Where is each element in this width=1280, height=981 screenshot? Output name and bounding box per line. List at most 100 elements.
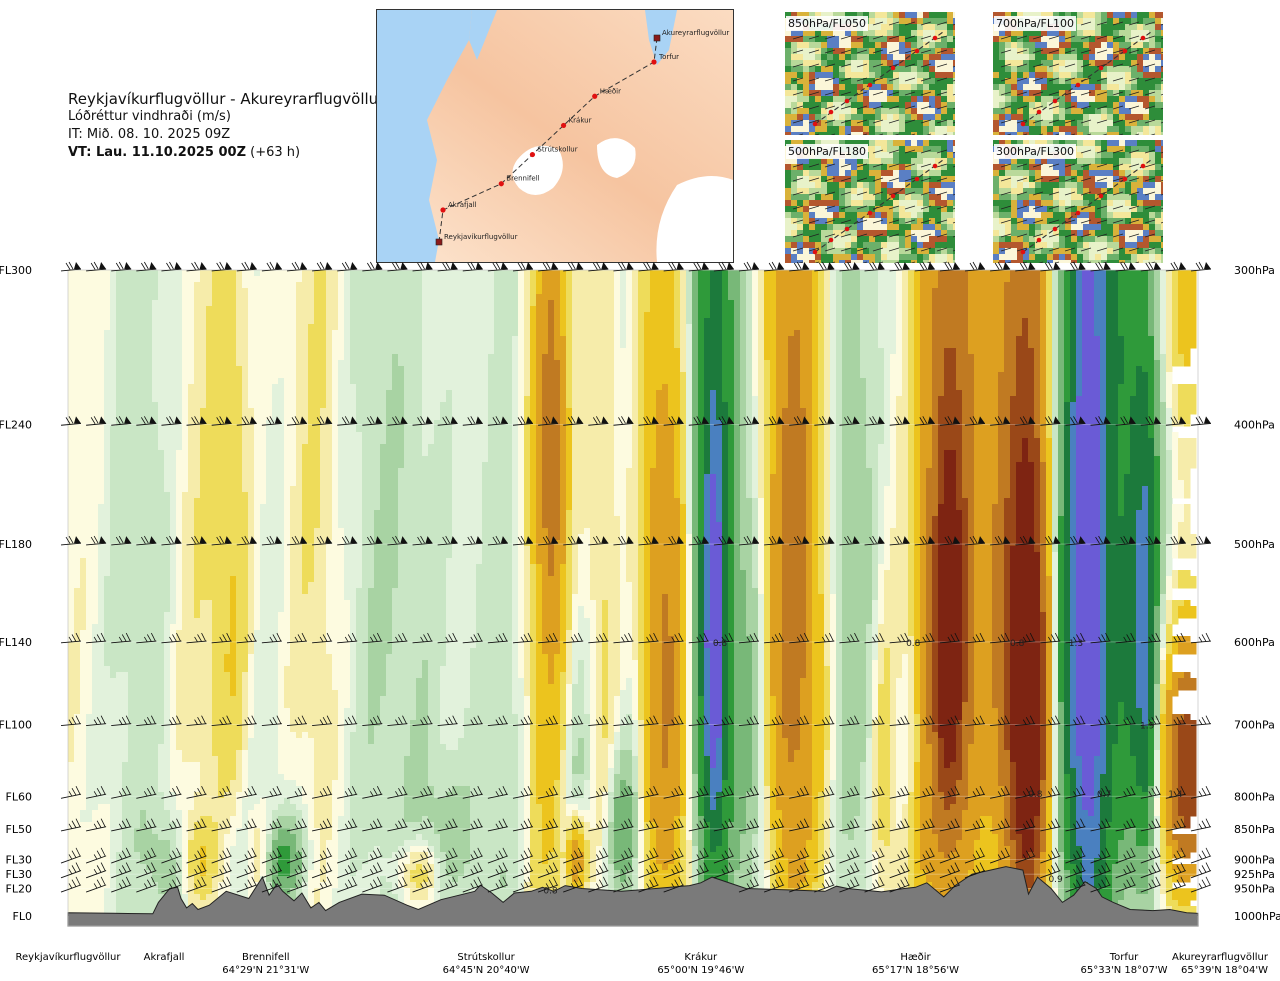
field-band <box>488 354 513 361</box>
field-band <box>1106 348 1125 355</box>
inset-cell <box>857 36 864 43</box>
field-band <box>752 330 759 337</box>
field-band <box>1010 270 1041 277</box>
chart-header: Reykjavíkurflugvöllur - Akureyrarflugvöl… <box>68 90 384 162</box>
inset-cell <box>905 120 912 127</box>
field-band <box>914 402 921 409</box>
field-band <box>824 336 831 343</box>
field-band <box>1148 318 1155 325</box>
field-band <box>1058 306 1065 313</box>
field-band <box>1148 276 1155 283</box>
field-band <box>758 306 765 313</box>
field-band <box>686 312 693 319</box>
field-band <box>638 366 645 373</box>
field-band <box>740 336 747 343</box>
field-band <box>800 390 813 397</box>
inset-barb <box>824 77 836 82</box>
field-band <box>824 318 831 325</box>
inset-cell <box>875 84 882 91</box>
inset-cell <box>941 78 948 85</box>
inset-barb <box>872 105 884 110</box>
field-band <box>830 354 837 361</box>
field-band <box>104 336 117 343</box>
field-band <box>908 396 915 403</box>
field-band <box>398 354 423 361</box>
inset-cell <box>917 54 924 61</box>
field-band <box>788 360 801 367</box>
field-band <box>884 414 891 421</box>
field-band <box>740 384 747 391</box>
inset-cell <box>857 78 864 85</box>
inset-cell <box>1035 30 1042 37</box>
inset-cell <box>899 114 906 121</box>
field-band <box>830 378 837 385</box>
field-band <box>938 282 969 289</box>
field-band <box>644 372 681 379</box>
field-band <box>884 354 891 361</box>
field-band <box>1028 324 1041 331</box>
inset-cell <box>929 48 936 55</box>
field-band <box>620 312 627 319</box>
field-band <box>830 330 837 337</box>
field-band <box>560 300 567 307</box>
field-band <box>1070 318 1077 325</box>
field-band <box>194 288 213 295</box>
inset-cell <box>839 54 846 61</box>
field-band <box>740 318 747 325</box>
field-band <box>932 396 939 403</box>
inset-cell <box>791 114 798 121</box>
inset-cell <box>947 96 954 103</box>
field-band <box>674 270 681 277</box>
inset-barb <box>792 91 804 96</box>
inset-cell <box>947 120 954 127</box>
field-band <box>1178 294 1197 301</box>
field-band <box>896 282 903 289</box>
field-band <box>1052 390 1059 397</box>
field-band <box>1178 390 1197 397</box>
inset-cell <box>1137 24 1144 31</box>
field-band <box>836 360 843 367</box>
field-band <box>1118 288 1149 295</box>
field-band <box>818 276 825 283</box>
field-band <box>536 414 543 421</box>
inset-cell <box>875 102 882 109</box>
field-band <box>524 390 531 397</box>
field-band <box>1178 396 1197 403</box>
inset-cell <box>911 90 918 97</box>
inset-barb <box>888 105 900 110</box>
inset-cell <box>785 66 792 73</box>
field-band <box>626 288 633 295</box>
field-band <box>182 276 201 283</box>
field-band <box>614 324 621 331</box>
field-band <box>830 270 837 277</box>
field-band <box>1070 378 1077 385</box>
inset-cell <box>887 36 894 43</box>
field-band <box>338 372 351 379</box>
inset-cell <box>893 12 900 19</box>
inset-cell <box>803 96 810 103</box>
field-band <box>530 318 537 325</box>
field-band <box>284 396 297 403</box>
field-band <box>734 384 741 391</box>
field-band <box>1040 318 1047 325</box>
field-band <box>1076 282 1083 289</box>
inset-cell <box>1125 18 1132 25</box>
field-band <box>1058 408 1065 415</box>
inset-cell <box>869 42 876 49</box>
field-band <box>788 384 801 391</box>
field-band <box>488 396 513 403</box>
field-band <box>326 348 333 355</box>
inset-cell <box>827 102 834 109</box>
field-band <box>698 366 705 373</box>
inset-cell <box>911 60 918 67</box>
field-band <box>692 288 699 295</box>
field-band <box>1160 366 1167 373</box>
field-band <box>710 312 723 319</box>
field-band <box>842 348 861 355</box>
field-band <box>932 414 939 421</box>
inset-cell <box>917 114 924 121</box>
field-band <box>1166 336 1173 343</box>
field-band <box>746 372 753 379</box>
field-band <box>68 294 111 301</box>
field-band <box>692 396 699 403</box>
